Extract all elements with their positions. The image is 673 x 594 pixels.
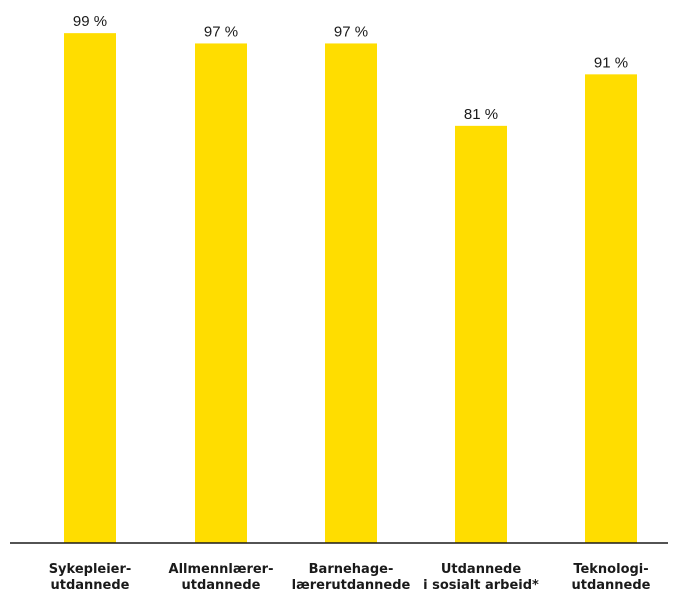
category-labels-group: Sykepleier-utdannedeAllmennlærer-utdanne… bbox=[49, 562, 651, 593]
category-label-0-line-0: Sykepleier- bbox=[49, 562, 132, 577]
bar-4 bbox=[585, 74, 637, 543]
category-label-4-line-0: Teknologi- bbox=[573, 562, 648, 577]
category-label-1-line-1: utdannede bbox=[182, 578, 261, 593]
value-label-3: 81 % bbox=[464, 106, 498, 123]
bar-3 bbox=[455, 125, 507, 543]
category-label-0-line-1: utdannede bbox=[51, 578, 130, 593]
category-label-3-line-0: Utdannede bbox=[441, 562, 521, 577]
category-label-2-line-0: Barnehage- bbox=[309, 562, 394, 577]
bars-group bbox=[64, 33, 637, 544]
value-label-4: 91 % bbox=[594, 54, 628, 71]
bar-0 bbox=[64, 33, 116, 544]
value-label-2: 97 % bbox=[334, 23, 368, 40]
bar-1 bbox=[195, 43, 247, 543]
category-label-2-line-1: lærerutdannede bbox=[292, 578, 411, 593]
value-label-0: 99 % bbox=[73, 13, 107, 30]
category-label-4-line-1: utdannede bbox=[572, 578, 651, 593]
category-label-1-line-0: Allmennlærer- bbox=[169, 562, 274, 577]
category-label-3-line-1: i sosialt arbeid* bbox=[423, 578, 539, 593]
value-labels-group: 99 % 97 % 97 % 81 % 91 % bbox=[73, 13, 628, 123]
value-label-1: 97 % bbox=[204, 23, 238, 40]
bar-2 bbox=[325, 43, 377, 543]
